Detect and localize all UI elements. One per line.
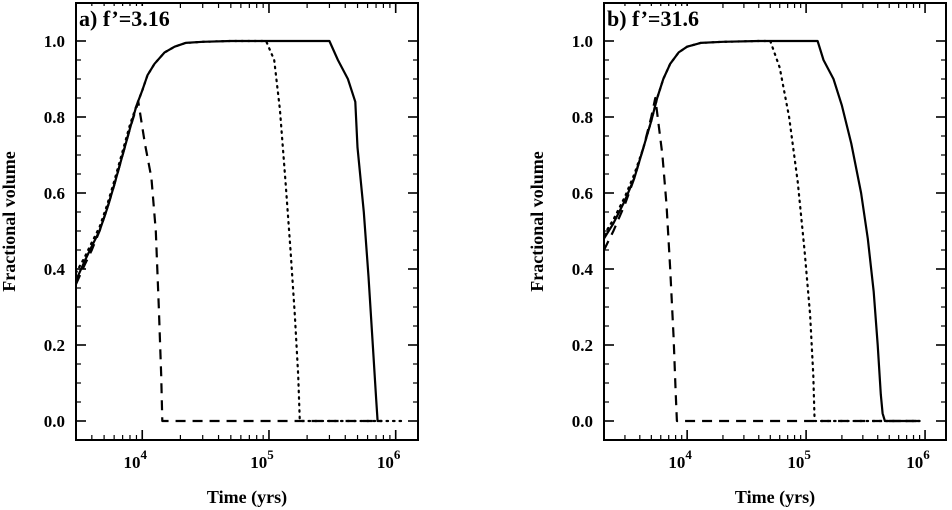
- series-line-dashed: [76, 100, 377, 423]
- x-tick-exponent: 5: [267, 447, 274, 462]
- x-tick-label: 104: [668, 447, 692, 472]
- x-tick-label: 106: [906, 447, 930, 472]
- x-tick-label: 106: [377, 447, 401, 472]
- x-axis-label: Time (yrs): [735, 487, 815, 508]
- y-tick-label: 0.8: [572, 108, 593, 127]
- y-tick-label: 0.8: [44, 108, 65, 127]
- series-line-dotted: [604, 39, 921, 423]
- x-tick-exponent: 6: [394, 447, 401, 462]
- panel-title-background: [605, 6, 701, 31]
- y-axis-label: Fractional volume: [527, 151, 547, 291]
- panel-title-background: [77, 6, 172, 31]
- plot-frame: [75, 2, 419, 441]
- y-tick-label: 0.6: [572, 184, 593, 203]
- panel-title: b) f’=31.6: [607, 6, 699, 31]
- y-tick-label: 1.0: [572, 32, 593, 51]
- x-axis-label: Time (yrs): [207, 487, 287, 508]
- series-line-dashed: [604, 96, 920, 423]
- panel-b: 0.0 0.2 0.4 0.6 0.8 1.0 104 105 106 Time (yrs) Fra…: [527, 2, 947, 508]
- x-tick-label: 105: [787, 447, 811, 472]
- y-tick-label: 0.4: [572, 260, 594, 279]
- y-tick-label: 0.6: [44, 184, 65, 203]
- y-tick-label: 0.0: [572, 412, 593, 431]
- plot-frame: [603, 2, 947, 441]
- series-line-solid: [76, 39, 382, 423]
- x-tick-exponent: 4: [685, 447, 692, 462]
- x-tick-label: 104: [124, 447, 148, 472]
- x-tick-exponent: 4: [141, 447, 148, 462]
- x-tick-label: 105: [250, 447, 274, 472]
- y-tick-label: 0.0: [44, 412, 65, 431]
- x-tick-exponent: 5: [804, 447, 811, 462]
- y-axis-label: Fractional volume: [0, 151, 19, 291]
- x-tick-exponent: 6: [923, 447, 930, 462]
- series-line-dotted: [76, 39, 405, 423]
- y-tick-label: 1.0: [44, 32, 65, 51]
- panel-title: a) f’=3.16: [79, 6, 170, 31]
- y-tick-label: 0.4: [44, 260, 66, 279]
- panel-a: 0.0 0.2 0.4 0.6 0.8 1.0 104 105 106 Time (yrs) Fra…: [0, 2, 419, 508]
- y-tick-label: 0.2: [44, 336, 65, 355]
- series-line-solid: [604, 39, 920, 423]
- y-tick-label: 0.2: [572, 336, 593, 355]
